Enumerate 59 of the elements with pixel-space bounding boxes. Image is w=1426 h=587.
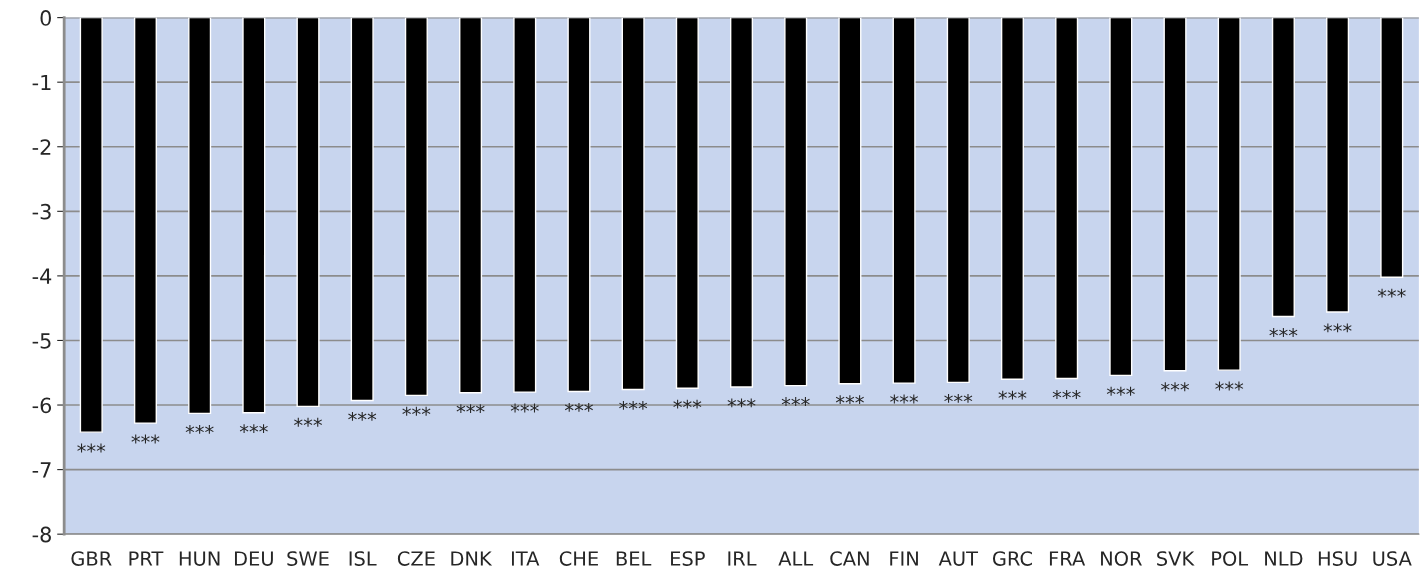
y-tick-label: -8 [32, 526, 51, 543]
annotation: *** [1106, 386, 1135, 396]
x-tick-label: ISL [349, 551, 377, 566]
x-tick-label: USA [1373, 551, 1412, 566]
annotation: *** [673, 399, 702, 409]
annotation: *** [727, 398, 756, 408]
y-tick-label: -7 [32, 462, 51, 478]
x-tick-label: IRL [728, 551, 757, 566]
annotation: *** [1269, 328, 1298, 337]
x-tick-label: SWE [287, 551, 329, 566]
x-tick-label: CZE [397, 551, 435, 566]
x-tick-label: GBR [71, 551, 112, 566]
x-tick-label: HUN [179, 551, 220, 566]
x-tick-label: POL [1212, 551, 1249, 566]
x-tick-label: FIN [890, 551, 918, 566]
annotation: *** [402, 406, 431, 416]
x-tick-label: ALL [778, 551, 814, 566]
annotation: *** [1323, 323, 1352, 333]
annotation: *** [456, 404, 485, 414]
x-tick-label: DEU [234, 551, 273, 566]
annotation: *** [564, 402, 593, 412]
y-tick-label: -3 [32, 203, 51, 220]
annotation: *** [77, 443, 106, 453]
x-tick-label: ITA [511, 551, 540, 566]
annotation: *** [998, 390, 1027, 400]
y-tick-label: -6 [32, 397, 52, 414]
y-tick-label: -1 [32, 74, 51, 91]
annotation: *** [619, 400, 648, 410]
x-tick-label: DNK [451, 551, 493, 566]
annotation: *** [131, 434, 160, 444]
x-tick-label: NLD [1265, 551, 1303, 566]
x-tick-label: GRC [992, 551, 1032, 566]
x-tick-label: BEL [616, 551, 652, 566]
annotation: *** [944, 393, 973, 403]
annotation: *** [1377, 288, 1406, 298]
x-tick-label: ESP [671, 551, 705, 566]
annotation: *** [781, 397, 810, 406]
y-tick-label: -4 [32, 268, 52, 284]
x-tick-label: SVK [1157, 551, 1195, 566]
annotation: *** [348, 411, 377, 421]
y-tick-label: -2 [32, 139, 51, 155]
y-tick-label: 0 [40, 10, 51, 26]
annotation: *** [835, 395, 864, 405]
x-tick-label: CHE [559, 551, 598, 566]
x-tick-label: HSU [1318, 551, 1357, 566]
annotation: *** [239, 424, 268, 434]
annotation: *** [185, 424, 214, 434]
annotation: *** [510, 403, 539, 413]
x-tick-label: CAN [830, 551, 869, 566]
y-tick-label: -5 [32, 333, 51, 349]
x-tick-label: NOR [1101, 551, 1142, 566]
annotation: *** [1161, 382, 1190, 392]
x-tick-label: PRT [129, 551, 164, 566]
x-tick-label: FRA [1049, 551, 1086, 566]
annotation: *** [1052, 390, 1081, 399]
annotation: *** [1215, 381, 1244, 391]
x-tick-label: AUT [938, 551, 979, 566]
annotation: *** [890, 394, 919, 404]
annotation: *** [294, 417, 323, 427]
